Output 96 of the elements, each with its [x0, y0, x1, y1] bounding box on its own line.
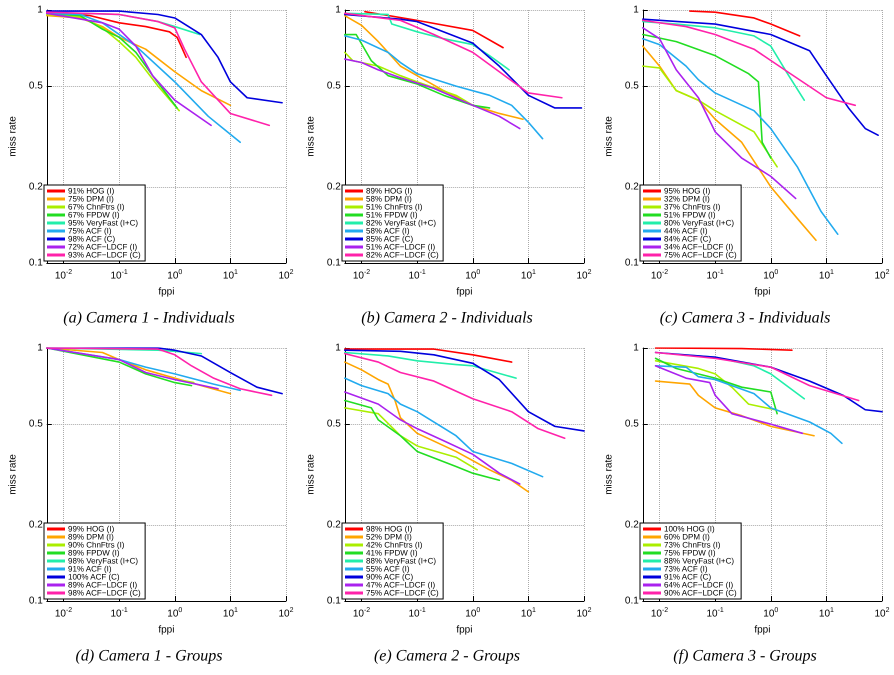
x-axis-title: fppi [158, 286, 174, 298]
legend-label: 88% VeryFast (I+C) [664, 556, 734, 565]
y-tick-label: 0.5 [624, 418, 640, 430]
legend-label: 34% ACF−LDCF (I) [664, 242, 734, 252]
legend-label: 44% ACF (I) [664, 226, 708, 236]
legend-label: 73% ChnFtrs (I) [664, 540, 721, 549]
text: (b) Camera 2 - Individuals [361, 310, 533, 326]
y-tick-label: 1 [633, 342, 640, 353]
y-tick-label: 0.1 [624, 258, 640, 268]
y-tick-label: 1 [335, 4, 342, 16]
legend-label: 95% VeryFast (I+C) [68, 218, 138, 228]
legend-label: 58% DPM (I) [366, 194, 412, 204]
y-tick-label: 0.2 [326, 518, 342, 530]
legend-label: 100% ACF (C) [68, 572, 120, 581]
text: (c) Camera 3 - Individuals [660, 310, 830, 326]
y-tick-label: 0.5 [28, 418, 44, 430]
legend-label: 90% ACF (C) [366, 572, 414, 581]
x-axis-title: fppi [158, 624, 174, 635]
legend-label: 89% FPDW (I) [68, 548, 120, 557]
legend-label: 82% ACF−LDCF (C) [366, 250, 440, 260]
y-axis-title: miss rate [306, 116, 316, 157]
y-tick-label: 1 [37, 4, 44, 16]
legend-label: 32% DPM (I) [664, 194, 710, 204]
y-tick-label: 0.5 [624, 80, 640, 92]
legend-label: 51% FPDW (I) [366, 210, 418, 220]
y-tick-label: 0.2 [326, 181, 342, 192]
y-axis-title: miss rate [306, 453, 316, 494]
legend-label: 60% DPM (I) [664, 532, 710, 541]
y-tick-label: 0.2 [624, 518, 640, 530]
text: (f) Camera 3 - Groups [673, 647, 817, 664]
legend-label: 42% ChnFtrs (I) [366, 540, 423, 549]
legend-label: 73% ACF (I) [664, 564, 708, 573]
legend-label: 41% FPDW (I) [366, 548, 418, 557]
legend-label: 47% ACF−LDCF (I) [366, 580, 436, 589]
y-axis-title: miss rate [8, 116, 18, 157]
y-tick-label: 0.2 [28, 518, 44, 530]
legend-label: 89% ACF−LDCF (I) [68, 580, 138, 589]
x-axis-title: fppi [456, 286, 472, 298]
legend-label: 89% HOG (I) [366, 186, 413, 196]
legend-label: 85% ACF (C) [366, 234, 414, 244]
legend-label: 91% HOG (I) [68, 186, 115, 196]
legend-label: 51% ChnFtrs (I) [366, 202, 423, 212]
y-tick-label: 0.5 [326, 418, 342, 430]
legend-label: 93% ACF−LDCF (C) [68, 250, 142, 260]
legend-label: 52% DPM (I) [366, 532, 412, 541]
y-tick-label: 0.1 [28, 258, 44, 268]
legend-label: 75% DPM (I) [68, 194, 114, 204]
legend-label: 90% ACF−LDCF (C) [664, 588, 738, 597]
legend-label: 84% ACF (C) [664, 234, 712, 244]
legend-label: 75% FPDW (I) [664, 548, 716, 557]
legend-label: 51% ACF−LDCF (I) [366, 242, 436, 252]
y-tick-label: 1 [37, 342, 44, 353]
legend-label: 75% ACF−LDCF (C) [366, 588, 440, 597]
y-tick-label: 0.2 [28, 181, 44, 192]
legend-label: 37% ChnFtrs (I) [664, 202, 721, 212]
x-axis-title: fppi [456, 624, 472, 635]
legend-label: 98% VeryFast (I+C) [68, 556, 138, 565]
legend-label: 55% ACF (I) [366, 564, 410, 573]
x-axis-title: fppi [754, 286, 770, 298]
legend-label: 67% FPDW (I) [68, 210, 120, 220]
legend-label: 99% HOG (I) [68, 524, 115, 533]
text: (a) Camera 1 - Individuals [63, 310, 235, 326]
y-tick-label: 0.1 [624, 595, 640, 606]
legend-label: 90% ChnFtrs (I) [68, 540, 125, 549]
y-axis-title: miss rate [8, 453, 18, 494]
y-axis-title: miss rate [604, 453, 614, 494]
legend-label: 75% ACF (I) [68, 226, 112, 236]
y-tick-label: 0.1 [326, 258, 342, 268]
y-tick-label: 1 [335, 342, 342, 353]
legend-label: 98% ACF (C) [68, 234, 116, 244]
y-tick-label: 0.5 [28, 80, 44, 92]
text: (e) Camera 2 - Groups [374, 647, 520, 664]
legend-label: 91% ACF (I) [68, 564, 112, 573]
y-tick-label: 0.2 [624, 181, 640, 192]
x-axis-title: fppi [754, 624, 770, 635]
legend-label: 58% ACF (I) [366, 226, 410, 236]
legend-label: 91% ACF (C) [664, 572, 712, 581]
legend-label: 64% ACF−LDCF (I) [664, 580, 734, 589]
legend-label: 95% HOG (I) [664, 186, 711, 196]
legend-label: 72% ACF−LDCF (I) [68, 242, 138, 252]
legend-label: 82% VeryFast (I+C) [366, 218, 436, 228]
legend-label: 98% ACF−LDCF (C) [68, 588, 142, 597]
legend-label: 98% HOG (I) [366, 524, 413, 533]
legend-label: 88% VeryFast (I+C) [366, 556, 436, 565]
legend-label: 51% FPDW (I) [664, 210, 716, 220]
legend-label: 67% ChnFtrs (I) [68, 202, 125, 212]
legend-label: 100% HOG (I) [664, 524, 716, 533]
y-axis-title: miss rate [604, 116, 614, 157]
text: (d) Camera 1 - Groups [76, 647, 222, 664]
legend-label: 75% ACF−LDCF (C) [664, 250, 738, 260]
y-tick-label: 0.5 [326, 80, 342, 92]
y-tick-label: 0.1 [326, 595, 342, 606]
y-tick-label: 0.1 [28, 595, 44, 606]
y-tick-label: 1 [633, 4, 640, 16]
legend-label: 80% VeryFast (I+C) [664, 218, 734, 228]
legend-label: 89% DPM (I) [68, 532, 114, 541]
